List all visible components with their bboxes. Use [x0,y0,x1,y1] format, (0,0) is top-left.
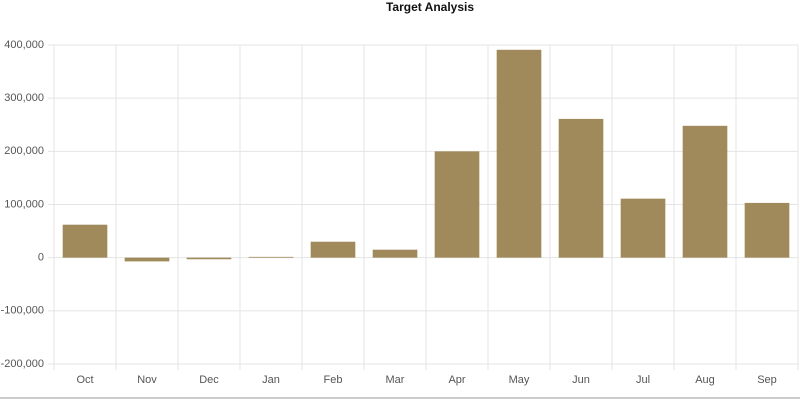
bar [558,118,604,258]
y-tick-label: -100,000 [1,305,44,317]
bar [434,151,480,258]
chart-title: Target Analysis [386,0,474,14]
y-tick-label: 200,000 [4,145,44,157]
bar [620,198,666,258]
bar [310,241,356,258]
x-tick-label: Feb [324,374,343,386]
bar [124,257,170,262]
y-tick-label: 300,000 [4,92,44,104]
x-tick-label: Aug [695,374,715,386]
bar [62,224,108,258]
x-tick-label: Nov [137,374,157,386]
bar [248,256,294,258]
bar [744,202,790,258]
x-tick-label: Jul [636,374,650,386]
x-tick-label: Dec [199,374,219,386]
y-tick-label: 100,000 [4,198,44,210]
x-tick-label: Sep [757,374,777,386]
bar [186,257,232,260]
x-tick-label: Jan [262,374,280,386]
x-tick-label: Apr [448,374,465,386]
bar [682,125,728,258]
x-tick-label: Mar [386,374,405,386]
x-tick-label: Jun [572,374,590,386]
x-tick-label: Oct [76,374,93,386]
y-tick-label: 0 [38,252,44,264]
y-tick-label: 400,000 [4,39,44,51]
y-tick-label: -200,000 [1,358,44,370]
bar [372,249,418,258]
x-tick-label: May [509,374,530,386]
bar [496,49,542,258]
